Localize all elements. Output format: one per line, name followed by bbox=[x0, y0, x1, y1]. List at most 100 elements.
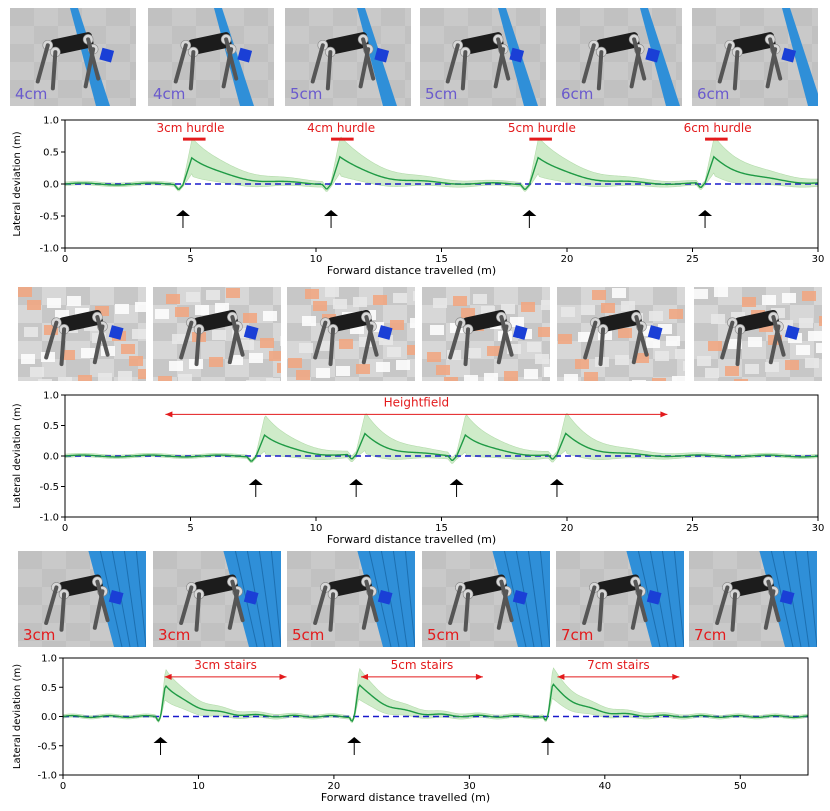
x-tick-label: 20 bbox=[561, 523, 574, 534]
robot-scene-image: 4cm bbox=[10, 8, 136, 106]
robot-scene-image: 5cm bbox=[422, 551, 550, 647]
x-tick-label: 0 bbox=[62, 254, 68, 265]
x-tick-label: 15 bbox=[435, 523, 448, 534]
y-axis-label: Lateral deviation (m) bbox=[12, 131, 23, 236]
annotation-label: 7cm stairs bbox=[587, 658, 650, 672]
x-axis-label: Forward distance travelled (m) bbox=[321, 791, 490, 804]
robot-scene-image: 3cm bbox=[18, 551, 146, 647]
mean-deviation-line bbox=[64, 432, 819, 462]
x-tick-label: 30 bbox=[812, 523, 825, 534]
obstacle-annotation: 3cm stairs bbox=[164, 658, 287, 680]
obstacle-height-label: 4cm bbox=[15, 85, 48, 103]
x-tick-label: 15 bbox=[435, 254, 448, 265]
x-tick-label: 30 bbox=[812, 254, 825, 265]
x-tick-label: 40 bbox=[598, 781, 611, 792]
mean-deviation-line bbox=[62, 683, 809, 722]
x-axis-label: Forward distance travelled (m) bbox=[327, 264, 496, 277]
y-tick-label: -1.0 bbox=[39, 513, 59, 524]
obstacle-height-label: 3cm bbox=[23, 626, 56, 644]
event-arrow-marker bbox=[324, 210, 339, 228]
annotation-label: 3cm stairs bbox=[194, 658, 257, 672]
event-arrow-marker bbox=[540, 737, 555, 755]
obstacle-annotation: Heightfield bbox=[165, 395, 668, 418]
x-tick-label: 0 bbox=[60, 781, 66, 792]
event-arrow-marker bbox=[449, 479, 464, 497]
chart-svg: 3cm hurdle 4cm hurdle 5cm hurdle 6cm hurdle… bbox=[12, 116, 825, 278]
annotation-label: Heightfield bbox=[384, 395, 450, 409]
event-arrow-marker bbox=[248, 479, 263, 497]
y-tick-label: 1.0 bbox=[41, 654, 57, 665]
annotation-label: 6cm hurdle bbox=[684, 121, 752, 135]
y-tick-label: -1.0 bbox=[37, 771, 57, 782]
event-arrow-marker bbox=[349, 479, 364, 497]
obstacle-annotation: 3cm hurdle bbox=[156, 121, 225, 141]
annotation-label: 4cm hurdle bbox=[307, 121, 375, 135]
y-tick-label: 0.0 bbox=[41, 712, 57, 723]
robot-scene-image: 5cm bbox=[285, 8, 411, 106]
obstacle-annotation: 6cm hurdle bbox=[684, 121, 752, 141]
obstacle-height-label: 5cm bbox=[427, 626, 460, 644]
y-tick-label: 0.5 bbox=[43, 421, 59, 432]
obstacle-annotation: 4cm hurdle bbox=[307, 121, 375, 141]
obstacle-height-label: 6cm bbox=[561, 85, 594, 103]
y-tick-label: -0.5 bbox=[39, 482, 59, 493]
x-tick-label: 5 bbox=[187, 523, 193, 534]
annotation-label: 5cm hurdle bbox=[508, 121, 576, 135]
x-tick-label: 50 bbox=[734, 781, 747, 792]
y-tick-label: -0.5 bbox=[37, 741, 57, 752]
y-axis-label: Lateral deviation (m) bbox=[12, 403, 23, 508]
y-axis-label: Lateral deviation (m) bbox=[12, 664, 23, 769]
x-tick-label: 10 bbox=[310, 523, 323, 534]
y-tick-label: 1.0 bbox=[43, 391, 59, 402]
obstacle-height-label: 5cm bbox=[292, 626, 325, 644]
robot-scene-image bbox=[18, 287, 146, 381]
y-tick-label: -0.5 bbox=[39, 212, 59, 223]
event-arrow-marker bbox=[522, 210, 537, 228]
robot-scene-image bbox=[153, 287, 281, 381]
x-tick-label: 0 bbox=[62, 523, 68, 534]
robot-scene-image bbox=[422, 287, 550, 381]
y-tick-label: 0.5 bbox=[41, 683, 57, 694]
stairs-lateral-deviation-chart: 3cm stairs 5cm stairs 7cm stairs 1.0 0.5 0.0 -… bbox=[0, 650, 830, 811]
x-tick-label: 5 bbox=[187, 254, 193, 265]
x-tick-label: 10 bbox=[192, 781, 205, 792]
y-tick-label: 0.0 bbox=[43, 180, 59, 191]
robot-scene-image: 6cm bbox=[556, 8, 682, 106]
obstacle-annotation: 5cm stairs bbox=[361, 658, 483, 680]
event-arrow-marker bbox=[175, 210, 190, 228]
annotation-label: 3cm hurdle bbox=[156, 121, 224, 135]
robot-scene-image bbox=[287, 287, 415, 381]
hurdle-lateral-deviation-chart: 3cm hurdle 4cm hurdle 5cm hurdle 6cm hurdle… bbox=[0, 112, 830, 284]
obstacle-height-label: 7cm bbox=[694, 626, 727, 644]
x-axis-label: Forward distance travelled (m) bbox=[327, 533, 496, 546]
robot-scene-image: 7cm bbox=[556, 551, 684, 647]
x-tick-label: 20 bbox=[561, 254, 574, 265]
obstacle-height-label: 7cm bbox=[561, 626, 594, 644]
event-arrow-marker bbox=[153, 737, 168, 755]
obstacle-height-label: 4cm bbox=[153, 85, 186, 103]
robot-scene-image bbox=[557, 287, 685, 381]
mean-deviation-line bbox=[64, 155, 819, 190]
robot-scene-image: 5cm bbox=[287, 551, 415, 647]
event-arrow-marker bbox=[347, 737, 362, 755]
chart-svg: 3cm stairs 5cm stairs 7cm stairs 1.0 0.5 0.0 -… bbox=[12, 654, 809, 804]
event-arrow-marker bbox=[549, 479, 564, 497]
robot-scene-image: 7cm bbox=[689, 551, 817, 647]
annotation-label: 5cm stairs bbox=[391, 658, 454, 672]
y-tick-label: 0.0 bbox=[43, 452, 59, 463]
robot-scene-image: 4cm bbox=[148, 8, 274, 106]
robot-scene-image: 5cm bbox=[420, 8, 546, 106]
x-tick-label: 20 bbox=[328, 781, 341, 792]
robot-scene-image bbox=[694, 287, 822, 381]
obstacle-height-label: 3cm bbox=[158, 626, 191, 644]
obstacle-height-label: 5cm bbox=[290, 85, 323, 103]
y-tick-label: -1.0 bbox=[39, 244, 59, 255]
obstacle-annotation: 5cm hurdle bbox=[508, 121, 576, 141]
robot-scene-image: 6cm bbox=[692, 8, 818, 106]
y-tick-label: 0.5 bbox=[43, 148, 59, 159]
chart-svg: Heightfield 1.0 0.5 0.0 -0.5 -1.00 5 10 15 20 25 30… bbox=[12, 391, 825, 547]
y-tick-label: 1.0 bbox=[43, 116, 59, 127]
obstacle-height-label: 6cm bbox=[697, 85, 730, 103]
x-tick-label: 25 bbox=[686, 254, 699, 265]
obstacle-height-label: 5cm bbox=[425, 85, 458, 103]
